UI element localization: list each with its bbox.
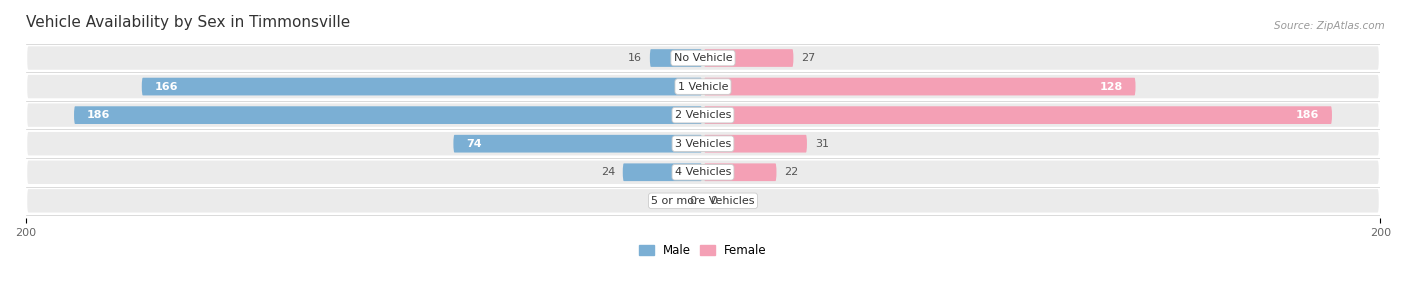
Text: 1 Vehicle: 1 Vehicle	[678, 81, 728, 92]
FancyBboxPatch shape	[27, 103, 1379, 127]
Text: 16: 16	[628, 53, 643, 63]
Text: 0: 0	[689, 196, 696, 206]
Text: 186: 186	[1296, 110, 1319, 120]
FancyBboxPatch shape	[704, 49, 793, 67]
FancyBboxPatch shape	[453, 135, 702, 152]
Text: 4 Vehicles: 4 Vehicles	[675, 167, 731, 177]
Text: 22: 22	[785, 167, 799, 177]
FancyBboxPatch shape	[27, 160, 1379, 184]
FancyBboxPatch shape	[623, 163, 702, 181]
Text: 74: 74	[465, 139, 481, 149]
FancyBboxPatch shape	[704, 135, 807, 152]
Text: 3 Vehicles: 3 Vehicles	[675, 139, 731, 149]
Text: 31: 31	[815, 139, 828, 149]
FancyBboxPatch shape	[650, 49, 702, 67]
Text: 128: 128	[1099, 81, 1123, 92]
Text: 166: 166	[155, 81, 177, 92]
Text: 2 Vehicles: 2 Vehicles	[675, 110, 731, 120]
Text: No Vehicle: No Vehicle	[673, 53, 733, 63]
FancyBboxPatch shape	[704, 78, 1136, 95]
Text: Source: ZipAtlas.com: Source: ZipAtlas.com	[1274, 21, 1385, 31]
Text: Vehicle Availability by Sex in Timmonsville: Vehicle Availability by Sex in Timmonsvi…	[25, 15, 350, 30]
FancyBboxPatch shape	[27, 189, 1379, 213]
Legend: Male, Female: Male, Female	[634, 239, 772, 262]
Text: 186: 186	[87, 110, 110, 120]
FancyBboxPatch shape	[75, 106, 702, 124]
FancyBboxPatch shape	[27, 132, 1379, 156]
FancyBboxPatch shape	[27, 75, 1379, 98]
Text: 5 or more Vehicles: 5 or more Vehicles	[651, 196, 755, 206]
FancyBboxPatch shape	[142, 78, 702, 95]
Text: 0: 0	[710, 196, 717, 206]
FancyBboxPatch shape	[704, 106, 1331, 124]
Text: 27: 27	[801, 53, 815, 63]
Text: 24: 24	[600, 167, 614, 177]
FancyBboxPatch shape	[27, 46, 1379, 70]
FancyBboxPatch shape	[704, 163, 776, 181]
